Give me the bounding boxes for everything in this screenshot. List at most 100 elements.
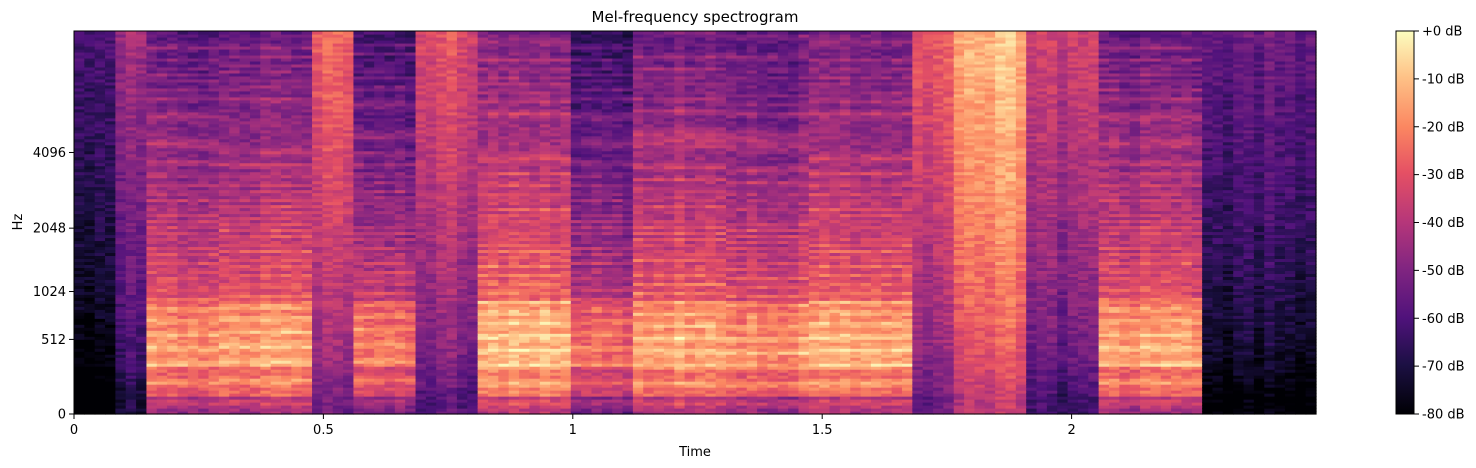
spectrogram-cell (218, 258, 230, 262)
spectrogram-cell (456, 243, 468, 248)
spectrogram-cell (343, 357, 355, 361)
spectrogram-cell (84, 84, 96, 89)
spectrogram-cell (281, 363, 292, 367)
spectrogram-cell (229, 384, 241, 388)
spectrogram-cell (115, 171, 127, 176)
spectrogram-cell (415, 246, 427, 251)
spectrogram-cell (456, 183, 468, 188)
spectrogram-cell (125, 42, 137, 47)
spectrogram-cell (208, 360, 220, 364)
spectrogram-cell (229, 294, 241, 298)
spectrogram-cell (446, 351, 458, 355)
spectrogram-cell (167, 357, 179, 361)
spectrogram-cell (405, 261, 417, 265)
spectrogram-cell (249, 87, 261, 92)
spectrogram-cell (343, 57, 355, 62)
spectrogram-cell (198, 159, 210, 164)
spectrogram-cell (94, 180, 106, 185)
spectrogram-cell (301, 357, 313, 361)
spectrogram-cell (405, 54, 417, 59)
spectrogram-cell (229, 180, 241, 185)
spectrogram-cell (94, 81, 106, 86)
spectrogram-cell (167, 276, 179, 280)
spectrogram-cell (208, 165, 220, 170)
spectrogram-cell (105, 99, 116, 104)
spectrogram-cell (332, 132, 344, 137)
spectrogram-cell (74, 246, 85, 251)
spectrogram-cell (136, 276, 148, 280)
spectrogram-cell (115, 201, 127, 206)
spectrogram-cell (322, 111, 334, 116)
spectrogram-cell (177, 249, 189, 254)
spectrogram-cell (105, 300, 116, 304)
spectrogram-cell (146, 336, 158, 340)
spectrogram-cell (84, 249, 96, 254)
spectrogram-cell (301, 303, 313, 307)
spectrogram-cell (467, 156, 479, 161)
spectrogram-cell (394, 183, 406, 188)
spectrogram-cell (301, 210, 313, 215)
spectrogram-cell (270, 375, 282, 379)
spectrogram-cell (198, 54, 210, 59)
spectrogram-cell (94, 357, 106, 361)
spectrogram-cell (415, 339, 427, 343)
spectrogram-cell (405, 228, 417, 233)
spectrogram-cell (291, 126, 303, 131)
spectrogram-cell (456, 31, 468, 35)
spectrogram-cell (281, 318, 292, 322)
spectrogram-cell (136, 126, 148, 131)
spectrogram-cell (229, 129, 241, 134)
spectrogram-cell (374, 276, 386, 280)
spectrogram-cell (456, 378, 468, 382)
spectrogram-cell (384, 384, 396, 388)
spectrogram-cell (146, 339, 158, 343)
spectrogram-cell (405, 348, 417, 352)
spectrogram-cell (218, 291, 230, 295)
spectrogram-cell (353, 240, 365, 245)
spectrogram-cell (249, 141, 261, 146)
spectrogram-cell (218, 117, 230, 122)
spectrogram-cell (260, 162, 272, 167)
spectrogram-cell (136, 159, 148, 164)
spectrogram-cell (125, 162, 137, 167)
spectrogram-cell (405, 375, 417, 379)
spectrogram-cell (312, 129, 323, 134)
spectrogram-cell (374, 114, 386, 119)
spectrogram-cell (167, 339, 179, 343)
spectrogram-cell (467, 231, 479, 236)
spectrogram-cell (115, 312, 127, 316)
spectrogram-cell (446, 300, 458, 304)
spectrogram-cell (229, 183, 241, 188)
spectrogram-cell (415, 117, 427, 122)
spectrogram-cell (291, 36, 303, 41)
spectrogram-cell (436, 252, 448, 257)
spectrogram-cell (301, 378, 313, 382)
spectrogram-cell (229, 246, 241, 251)
spectrogram-cell (353, 267, 365, 271)
spectrogram-cell (384, 339, 396, 343)
spectrogram-cell (363, 267, 375, 271)
spectrogram-cell (260, 87, 272, 92)
spectrogram-cell (425, 33, 437, 38)
spectrogram-cell (115, 51, 127, 56)
spectrogram-cell (260, 291, 272, 295)
spectrogram-cell (353, 297, 365, 301)
spectrogram-cell (260, 165, 272, 170)
spectrogram-cell (156, 45, 168, 50)
spectrogram-cell (239, 345, 251, 349)
spectrogram-cell (167, 402, 179, 406)
spectrogram-cell (146, 144, 158, 149)
spectrogram-cell (177, 303, 189, 307)
spectrogram-cell (105, 216, 116, 221)
spectrogram-cell (312, 222, 323, 227)
spectrogram-cell (446, 165, 458, 170)
spectrogram-cell (322, 48, 334, 53)
spectrogram-cell (446, 135, 458, 140)
spectrogram-cell (301, 105, 313, 110)
spectrogram-cell (456, 81, 468, 86)
spectrogram-cell (374, 126, 386, 131)
spectrogram-cell (384, 363, 396, 367)
spectrogram-cell (456, 207, 468, 212)
spectrogram-cell (208, 153, 220, 158)
spectrogram-cell (115, 309, 127, 313)
